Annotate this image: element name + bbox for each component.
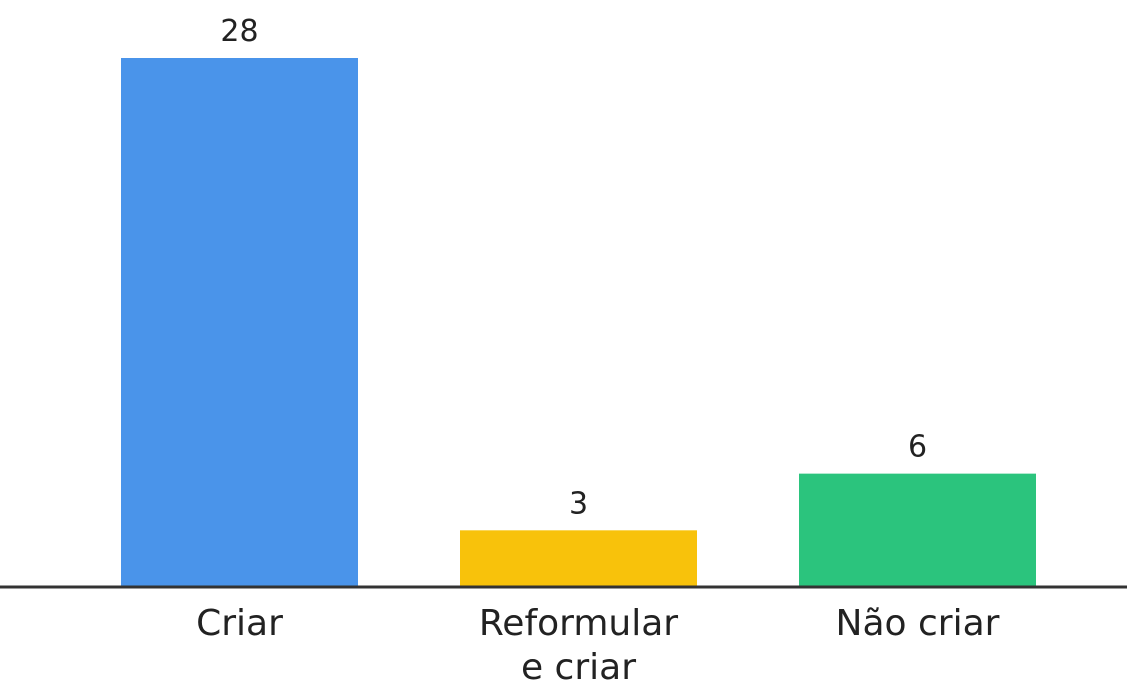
x-tick-label-2: Não criar <box>836 603 1000 644</box>
bars-group <box>121 58 1036 587</box>
value-label-1: 3 <box>569 486 588 521</box>
value-labels-group: 28 3 6 <box>220 14 927 521</box>
bar-2 <box>799 473 1036 587</box>
x-tick-label-1-line-0: Reformular <box>479 603 678 644</box>
x-tick-label-0: Criar <box>196 603 283 644</box>
value-label-0: 28 <box>220 14 258 49</box>
x-tick-label-1-line-1: e criar <box>521 647 636 685</box>
bar-0 <box>121 58 358 587</box>
value-label-2: 6 <box>908 430 927 465</box>
bar-1 <box>460 530 697 587</box>
